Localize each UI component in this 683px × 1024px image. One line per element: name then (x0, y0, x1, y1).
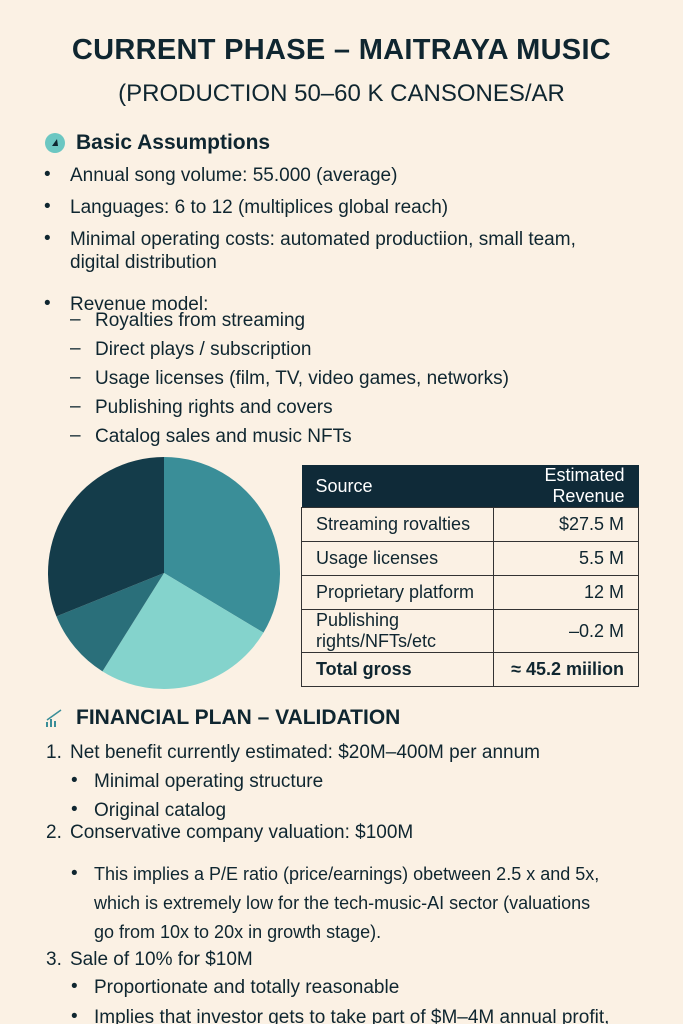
header-revenue: Estimated Revenue (493, 465, 639, 508)
check-circle-icon (45, 133, 65, 153)
dash: – (70, 309, 81, 330)
cell-source: Usage licenses (301, 541, 494, 576)
financial-heading: FINANCIAL PLAN – VALIDATION (44, 706, 400, 730)
list-item: Annual song volume: 55.000 (average) (70, 165, 398, 186)
dash: – (70, 367, 81, 388)
bullet: • (71, 799, 78, 820)
page-subtitle: (PRODUCTION 50–60 K CANSONES/AR (118, 80, 565, 107)
bullet: • (44, 164, 51, 185)
list-item: Languages: 6 to 12 (multiplices global r… (70, 197, 449, 218)
bullet: • (44, 228, 51, 249)
pie-slice-0 (164, 457, 280, 633)
sub-list-item: Publishing rights and covers (95, 397, 333, 418)
sub-list-item: which is extremely low for the tech-musi… (94, 893, 591, 913)
sub-list-item: go from 10x to 20x in growth stage). (94, 922, 382, 942)
pie-slice-2 (56, 573, 164, 672)
assumptions-heading: Basic Assumptions (44, 131, 270, 155)
bullet: • (71, 770, 78, 791)
table-row: Proprietary platform 12 M (301, 575, 640, 610)
cell-source: Proprietary platform (301, 575, 494, 610)
dash: – (70, 338, 81, 359)
page-title: CURRENT PHASE – MAITRAYA MUSIC (71, 34, 612, 66)
revenue-table: Source Estimated Revenue Streaming roval… (301, 465, 640, 687)
numbered-item: Net benefit currently estimated: $20M–40… (70, 742, 540, 763)
assumptions-heading-text: Basic Assumptions (76, 131, 271, 154)
numbered-item: Sale of 10% for $10M (70, 949, 253, 970)
chart-growth-icon (46, 709, 62, 727)
cell-revenue: 5.5 M (492, 541, 640, 576)
pie-slice-3 (47, 457, 165, 617)
sub-list-item: Direct plays / subscription (95, 339, 312, 360)
header-source: Source (301, 465, 494, 508)
sub-list-item: This implies a P/E ratio (price/earnings… (94, 864, 600, 884)
dash: – (70, 396, 81, 417)
cell-source: Streaming rovalties (301, 507, 494, 542)
list-item-continued: digital distribution (70, 252, 217, 273)
cell-total-value: ≈ 45.2 miilion (492, 652, 640, 687)
cell-source: Publishing rights/NFTs/etc (301, 609, 494, 653)
cell-total-label: Total gross (301, 652, 494, 687)
bullet: • (71, 976, 78, 997)
financial-heading-text: FINANCIAL PLAN – VALIDATION (76, 706, 401, 729)
cell-revenue: $27.5 M (492, 507, 640, 542)
list-item: Minimal operating costs: automated produ… (70, 229, 576, 250)
numbered-index: 1. (46, 742, 62, 763)
cell-revenue: –0.2 M (492, 609, 640, 653)
list-item: Revenue model: (70, 294, 209, 315)
sub-list-item: Minimal operating structure (94, 771, 324, 792)
bullet: • (71, 863, 78, 884)
table-row: Streaming rovalties $27.5 M (301, 507, 640, 542)
sub-list-item: Usage licenses (film, TV, video games, n… (95, 368, 509, 389)
numbered-index: 2. (46, 822, 62, 843)
bullet: • (71, 1006, 78, 1024)
numbered-item: Conservative company valuation: $100M (70, 822, 414, 843)
sub-list-item: Catalog sales and music NFTs (95, 426, 352, 447)
bullet: • (44, 293, 51, 314)
bullet: • (44, 196, 51, 217)
sub-list-item: Original catalog (94, 800, 227, 821)
dash: – (70, 425, 81, 446)
sub-list-item: Implies that investor gets to take part … (94, 1007, 610, 1024)
pie-slice-1 (102, 573, 264, 689)
table-header-row: Source Estimated Revenue (301, 465, 639, 508)
numbered-index: 3. (46, 949, 62, 970)
cell-revenue: 12 M (492, 575, 640, 610)
table-row: Publishing rights/NFTs/etc –0.2 M (301, 609, 640, 653)
table-total-row: Total gross ≈ 45.2 miilion (301, 652, 640, 687)
sub-list-item: Proportionate and totally reasonable (94, 977, 400, 998)
revenue-pie-chart (47, 457, 280, 689)
table-row: Usage licenses 5.5 M (301, 541, 640, 576)
sub-list-item: Royalties from streaming (95, 310, 306, 331)
